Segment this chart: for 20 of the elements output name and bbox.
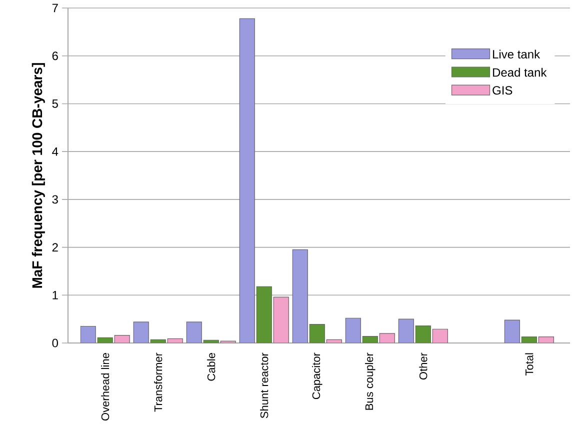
y-tick-label: 3 [52,195,58,204]
y-tick-label: 7 [52,4,58,12]
y-tick-label: 5 [52,100,58,108]
y-tick-label: 2 [52,243,58,252]
x-tick-label: Transformer [154,352,162,412]
y-tick-label: 0 [52,338,58,348]
legend-label: Dead tank [493,68,547,77]
legend-label: Live tank [493,50,540,59]
x-tick-label: Cable [207,353,216,381]
x-tick-label: Total [525,353,534,376]
x-tick-label: Overhead line [101,353,110,421]
x-tick-label: Other [419,352,428,380]
x-tick-label: Capacitor [312,352,322,400]
x-tick-label: Shunt reactor [260,352,268,418]
legend-label: GIS [492,86,512,95]
x-tick-label: Bus coupler [365,352,376,410]
y-tick-label: 1 [52,291,58,300]
y-axis-title: MaF frequency [per 100 CB-years] [32,63,45,288]
y-tick-label: 4 [52,147,58,156]
y-tick-label: 6 [52,52,58,60]
